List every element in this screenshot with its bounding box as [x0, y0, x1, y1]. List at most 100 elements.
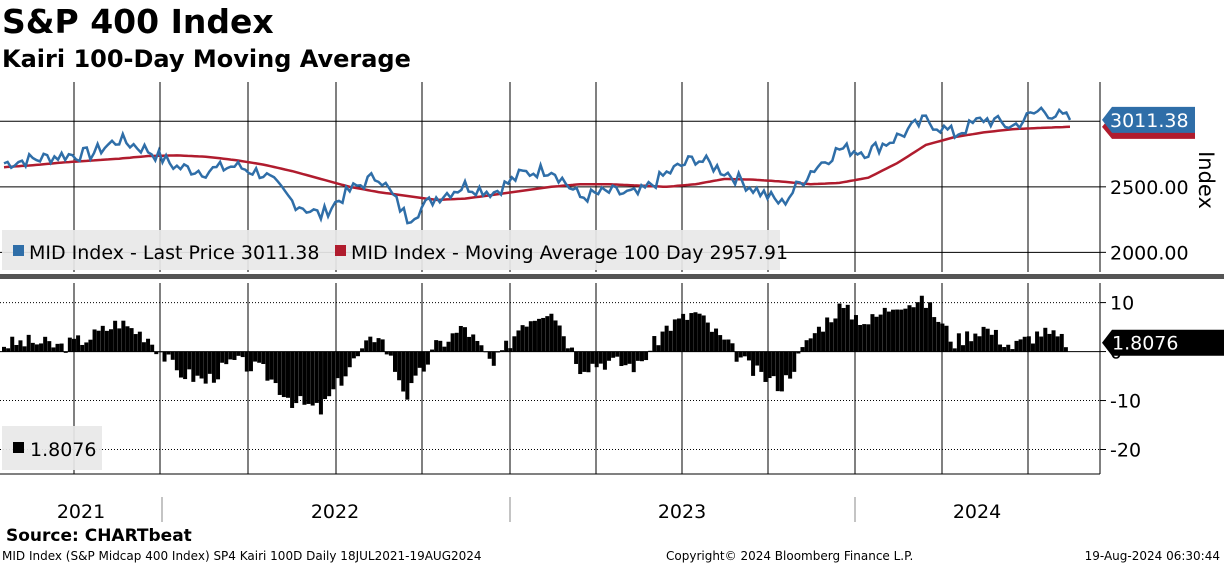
kairi-bar — [1018, 339, 1023, 352]
x-year-label: 2022 — [311, 501, 359, 523]
kairi-bar — [364, 340, 369, 352]
kairi-bar — [327, 351, 332, 397]
kairi-bar — [343, 351, 348, 377]
kairi-bar — [718, 335, 723, 352]
kairi-bar — [882, 307, 887, 352]
legends: MID Index - Last Price 3011.38 MID Index … — [2, 230, 788, 470]
kairi-bar — [154, 351, 159, 355]
kairi-bar — [965, 331, 970, 352]
kairi-bar — [1014, 340, 1019, 352]
kairi-bar — [1022, 336, 1027, 352]
kairi-bar — [693, 312, 698, 352]
kairi-bar — [183, 351, 188, 380]
kairi-bar — [594, 351, 599, 368]
kairi-bar — [417, 351, 422, 368]
kairi-bar — [985, 328, 990, 352]
kairi-bar — [96, 330, 101, 352]
kairi-bar — [1010, 349, 1015, 352]
kairi-bar — [14, 344, 19, 352]
kairi-bar — [438, 340, 443, 352]
lower-ytick-label: 10 — [1110, 293, 1134, 315]
kairi-bar — [549, 313, 554, 352]
kairi-bar — [170, 351, 175, 360]
kairi-bar — [705, 322, 710, 352]
kairi-bar — [355, 351, 360, 357]
kairi-bar — [915, 302, 920, 352]
callout-price — [1102, 106, 1195, 133]
kairi-bar — [1006, 344, 1011, 352]
kairi-bar — [685, 319, 690, 352]
kairi-bar — [520, 325, 525, 352]
kairi-bar — [471, 334, 476, 352]
kairi-bar — [1059, 333, 1064, 352]
kairi-bar — [845, 304, 850, 352]
kairi-bar — [775, 351, 780, 392]
kairi-bar — [232, 351, 237, 360]
kairi-bar — [211, 351, 216, 383]
kairi-bar — [1030, 343, 1035, 352]
kairi-bar — [557, 325, 562, 352]
kairi-bar — [191, 351, 196, 382]
kairi-bar — [969, 341, 974, 352]
kairi-bar — [800, 347, 805, 352]
kairi-bar — [932, 317, 937, 352]
kairi-bar — [524, 326, 529, 352]
kairi-bar — [742, 351, 747, 357]
kairi-bar — [76, 335, 81, 352]
kairi-bar — [989, 334, 994, 352]
kairi-bar — [561, 336, 566, 352]
kairi-bar — [804, 340, 809, 352]
kairi-bar — [1043, 327, 1048, 352]
kairi-bar — [121, 320, 126, 352]
kairi-bar — [88, 339, 93, 352]
kairi-bar — [870, 314, 875, 352]
kairi-bar — [812, 333, 817, 352]
kairi-bar — [84, 342, 89, 352]
panel-divider — [0, 274, 1224, 279]
kairi-bar — [405, 351, 410, 400]
kairi-bar — [261, 351, 266, 364]
kairi-bar — [2, 346, 6, 352]
kairi-bar — [314, 351, 319, 403]
kairi-bar — [207, 351, 212, 374]
kairi-bar — [1026, 336, 1031, 352]
kairi-bar — [545, 316, 550, 352]
value-callouts: 3011.38 1.8076 — [1102, 106, 1224, 356]
kairi-bar — [442, 346, 447, 352]
kairi-bar — [277, 351, 282, 395]
price-line — [3, 106, 1072, 225]
kairi-bar — [331, 351, 336, 390]
kairi-bar — [767, 351, 772, 379]
kairi-bar — [923, 307, 928, 352]
lower-panel-grid — [0, 283, 1100, 474]
kairi-bar — [178, 351, 183, 378]
kairi-bar — [290, 351, 295, 408]
legend-label-moving-average: MID Index - Moving Average 100 Day 2957.… — [351, 242, 788, 264]
kairi-bar — [565, 348, 570, 352]
kairi-bar — [598, 351, 603, 364]
lower-ytick-label: -10 — [1110, 391, 1141, 413]
kairi-bar — [615, 351, 620, 357]
kairi-bar — [611, 351, 616, 358]
kairi-bar — [125, 326, 130, 352]
kairi-bar — [269, 351, 274, 380]
kairi-bar — [30, 342, 35, 352]
kairi-bars — [2, 295, 1068, 415]
legend-label-price: MID Index - Last Price 3011.38 — [29, 242, 319, 264]
x-year-label: 2024 — [953, 501, 1001, 523]
kairi-bar — [380, 339, 385, 352]
kairi-bar — [71, 338, 76, 352]
kairi-bar — [516, 330, 521, 352]
kairi-bar — [660, 331, 665, 352]
kairi-bar — [631, 351, 636, 373]
kairi-bar — [302, 351, 307, 405]
kairi-bar — [891, 309, 896, 352]
kairi-bar — [339, 351, 344, 386]
kairi-bar — [146, 338, 151, 352]
footer-security-description: MID Index (S&P Midcap 400 Index) SP4 Kai… — [2, 549, 482, 563]
upper-ylabel: Index — [1194, 151, 1218, 209]
kairi-bar — [117, 328, 122, 352]
kairi-bar — [22, 346, 27, 352]
kairi-bar — [504, 340, 509, 352]
